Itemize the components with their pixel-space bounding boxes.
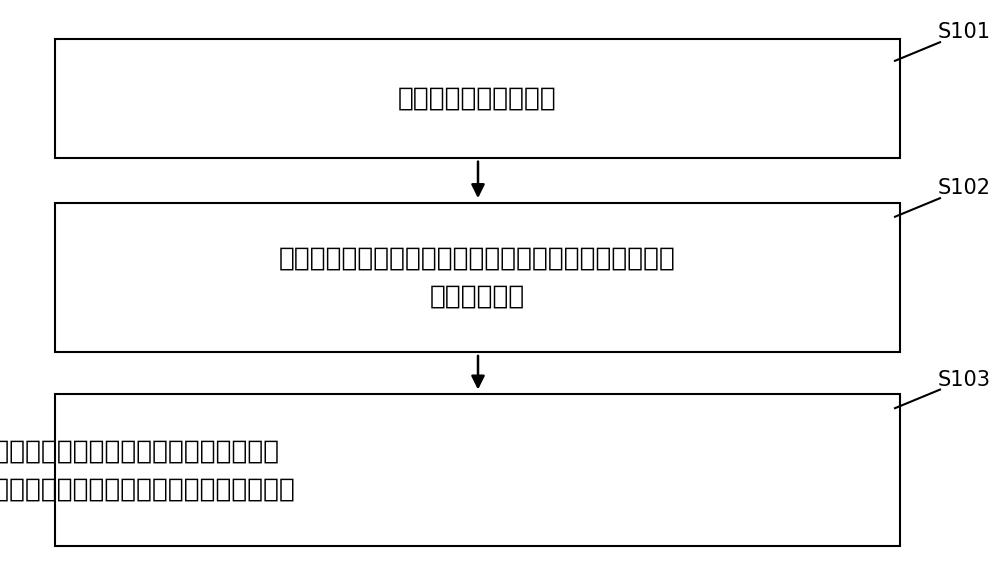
Text: S101: S101	[938, 22, 991, 42]
Text: 对目标信号进行实时校验以区分电网的暂态模式、稳态模
式和动态模式: 对目标信号进行实时校验以区分电网的暂态模式、稳态模 式和动态模式	[279, 245, 676, 309]
Bar	[55, 39, 900, 158]
Text: 针对暂态模式、稳态模式和动态模式采用相适应的暂
态算法稳态算法和动态算法以对电网的同步相量进行测量: 针对暂态模式、稳态模式和动态模式采用相适应的暂 态算法稳态算法和动态算法以对电网…	[0, 438, 296, 502]
Bar	[55, 203, 900, 352]
Bar	[55, 394, 900, 546]
Text: 获取电网中的目标信号: 获取电网中的目标信号	[398, 86, 557, 111]
Text: S103: S103	[938, 369, 991, 390]
Text: S102: S102	[938, 178, 991, 198]
